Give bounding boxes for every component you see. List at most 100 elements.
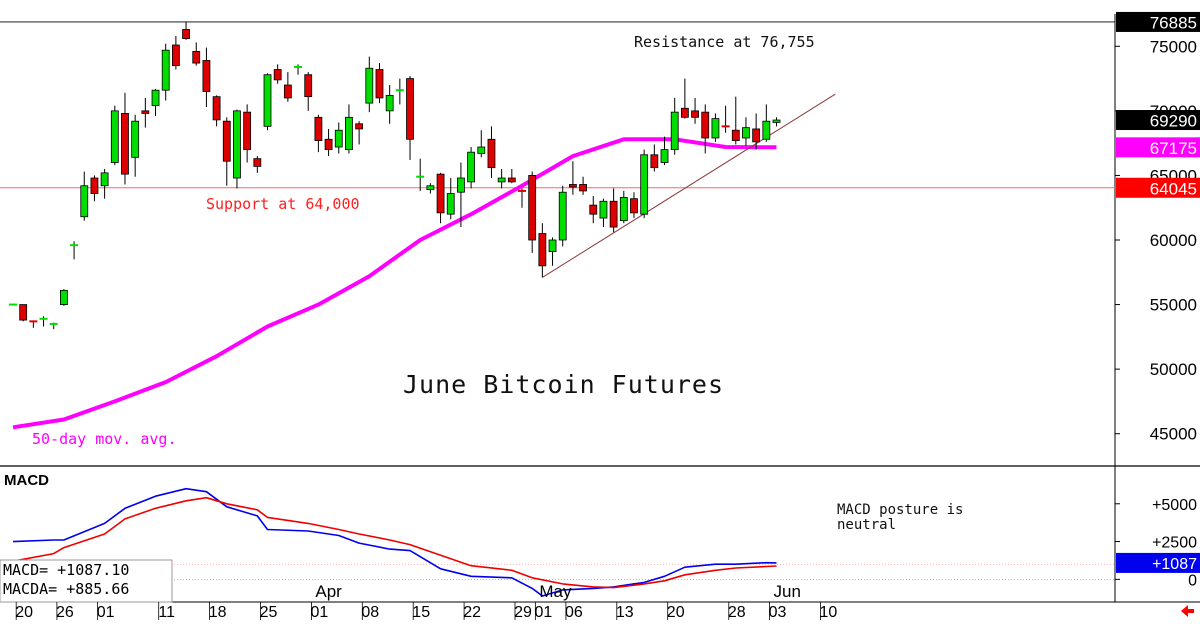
candle-body-down xyxy=(253,158,262,167)
date-tick-label: 28 xyxy=(728,604,746,621)
price-tick-label: 55000 xyxy=(1150,296,1197,315)
candle xyxy=(365,56,374,113)
macd-value-tag-label: +1087 xyxy=(1152,556,1197,573)
candle-body-up xyxy=(660,149,669,163)
candle xyxy=(131,114,140,177)
candle xyxy=(406,75,414,160)
candle-body-up xyxy=(467,151,476,183)
candle-body-down xyxy=(436,173,445,214)
candle xyxy=(436,172,445,224)
candle xyxy=(507,168,516,184)
chart-title: June Bitcoin Futures xyxy=(403,370,724,399)
candle-body-up xyxy=(548,239,557,253)
candle-body-up xyxy=(772,119,781,123)
date-tick-label: 01 xyxy=(97,604,115,621)
price-tag-bg xyxy=(1116,177,1200,198)
price-tick-label: 75000 xyxy=(1150,37,1197,56)
candle xyxy=(599,198,608,228)
candle-body-down xyxy=(283,84,292,99)
date-tick-label: 25 xyxy=(260,604,278,621)
candle xyxy=(457,162,465,228)
date-tick-label: 01 xyxy=(311,604,329,621)
price-tag: 67175 xyxy=(1116,137,1200,158)
candle xyxy=(670,97,679,155)
candle-body-up xyxy=(670,111,679,151)
support-annotation: Support at 64,000 xyxy=(206,195,360,213)
candle-body-down xyxy=(406,78,414,140)
macd-series-macd xyxy=(12,487,777,597)
macd-readout-label: MACD= xyxy=(3,561,48,579)
macda-readout: MACDA= +885.66 xyxy=(3,580,129,598)
ma50-line xyxy=(12,137,777,430)
candle-body-down xyxy=(538,233,547,267)
date-tick-label: 15 xyxy=(412,604,430,621)
candle xyxy=(518,188,526,208)
candle xyxy=(579,176,587,195)
candle-body-up xyxy=(60,289,68,305)
candle xyxy=(192,42,201,66)
candle-body-down xyxy=(182,29,190,39)
macd-value-tag-bg xyxy=(1116,552,1200,573)
candle xyxy=(19,304,28,322)
candle-body-down xyxy=(589,204,598,215)
price-tick-label: 60000 xyxy=(1150,231,1197,250)
candle xyxy=(304,72,313,111)
candle xyxy=(39,316,48,327)
macd-tick-label: +2500 xyxy=(1152,535,1197,552)
candle-body-down xyxy=(314,116,323,141)
macda-readout-label: MACDA= xyxy=(3,580,57,598)
candle-body-up xyxy=(619,196,628,222)
candle xyxy=(619,190,628,224)
candle xyxy=(569,161,577,195)
candle xyxy=(355,121,364,145)
candle-body-down xyxy=(701,111,710,139)
candle-body-up xyxy=(110,110,119,163)
candle xyxy=(630,192,638,219)
macd-readout-value: +1087.10 xyxy=(57,561,129,579)
date-tick-label: 20 xyxy=(667,604,685,621)
candle-body-up xyxy=(334,129,343,148)
date-tick-label: 20 xyxy=(15,604,33,621)
candle-body-down xyxy=(324,138,333,150)
candle-body-up xyxy=(100,172,109,187)
candle xyxy=(762,104,771,142)
candle xyxy=(233,109,241,189)
candle-body-up xyxy=(446,193,455,215)
candle xyxy=(467,147,476,189)
candle-body-up xyxy=(80,185,89,218)
candle-body-down xyxy=(507,177,516,183)
date-tick-label: 08 xyxy=(361,604,379,621)
candle xyxy=(80,171,89,221)
candle xyxy=(426,183,435,194)
candle xyxy=(161,43,170,101)
candle xyxy=(202,47,211,107)
candle xyxy=(314,114,323,153)
macd-value-tag: +1087 xyxy=(1116,552,1200,573)
candle-body-up xyxy=(345,116,353,150)
macd-series-macda xyxy=(12,496,777,589)
price-tag: 64045 xyxy=(1116,177,1200,198)
candle-body-up xyxy=(457,177,465,193)
candle xyxy=(110,105,119,166)
date-tick-label: 03 xyxy=(769,604,787,621)
candle-body-up xyxy=(599,200,608,219)
candle xyxy=(273,64,282,84)
candle xyxy=(294,64,303,75)
candle-body-down xyxy=(192,51,201,64)
candle-body-down xyxy=(731,129,740,141)
candle xyxy=(395,78,404,105)
candle xyxy=(90,175,99,202)
price-tag-bg xyxy=(1116,110,1200,131)
candle-body-down xyxy=(171,44,180,67)
candle xyxy=(171,35,180,70)
date-tick-label: 29 xyxy=(514,604,532,621)
candle-body-down xyxy=(212,96,221,121)
candle xyxy=(640,149,649,219)
macd-readout-box xyxy=(0,559,173,603)
scroll-left-arrow-icon[interactable] xyxy=(1181,605,1194,617)
candle xyxy=(70,241,79,260)
price-panel: 45000500005500060000650007000075000 7688… xyxy=(0,11,1200,467)
candle xyxy=(538,223,547,278)
candle-body-down xyxy=(273,69,282,81)
